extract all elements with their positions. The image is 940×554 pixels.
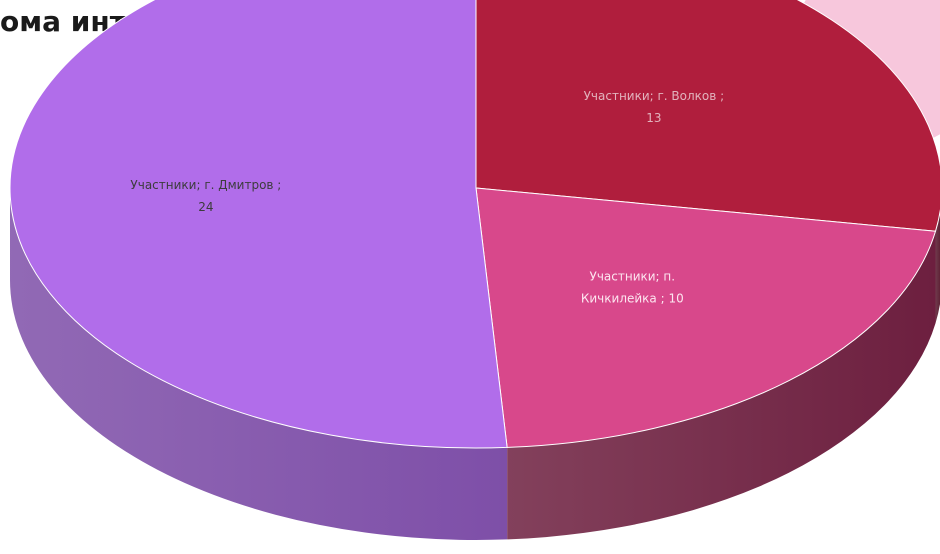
slice-side-г. Дмитров — [10, 188, 508, 540]
data-label-г. Волков-line1: Участники; г. Волков ; — [584, 89, 725, 103]
data-label-г. Дмитров-line2: 24 — [198, 200, 213, 214]
slice-side-п. Кичкилейка — [507, 231, 936, 540]
data-label-п. Кичкилейка-line2: Кичкилейка ; 10 — [581, 291, 684, 305]
pie-slice-п. Кичкилейка[interactable] — [475, 187, 937, 448]
slice-side-г. Волков — [935, 211, 940, 324]
data-label-г. Волков-line2: 13 — [646, 111, 661, 125]
data-label-г. Дмитров-line1: Участники; г. Дмитров ; — [130, 178, 281, 192]
pie-slice-г. Волков[interactable] — [475, 0, 940, 232]
pie-slice-г. Дмитров[interactable] — [9, 0, 508, 449]
data-label-п. Кичкилейка-line1: Участники; п. — [590, 269, 676, 283]
